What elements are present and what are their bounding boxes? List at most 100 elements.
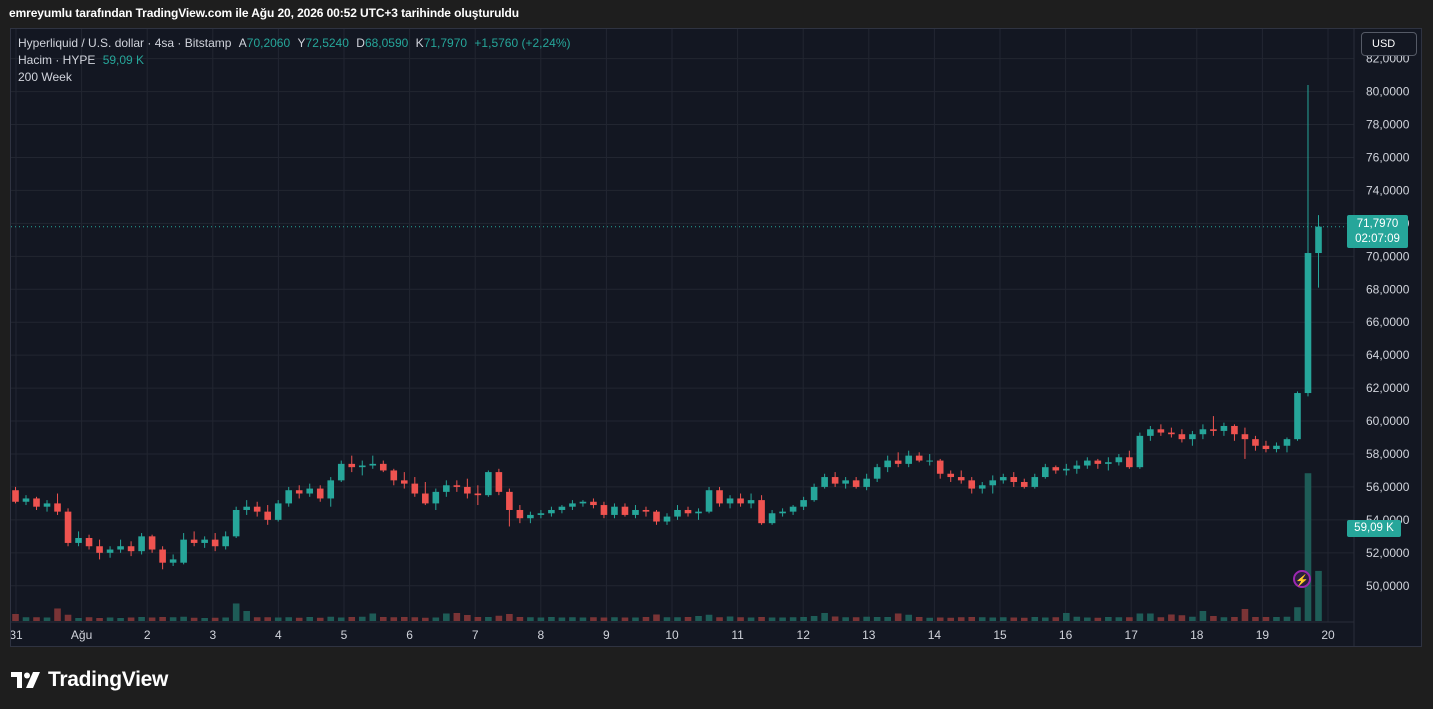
volume-bar: [1031, 616, 1039, 621]
volume-bar: [148, 617, 156, 621]
candle-body: [1273, 445, 1280, 450]
candle-body: [12, 490, 19, 502]
candle-body: [800, 500, 807, 507]
candle-body: [358, 465, 366, 468]
volume-bar: [390, 617, 398, 621]
volume-bar: [684, 616, 692, 621]
last-price-badge: 71,7970 02:07:09: [1347, 215, 1408, 248]
price-chart[interactable]: 82,000080,000078,000076,000074,000072,00…: [11, 29, 1422, 647]
y-tick-label: 74,0000: [1366, 183, 1410, 197]
candle-body: [264, 511, 271, 520]
candle-body: [485, 472, 492, 496]
y-tick-label: 62,0000: [1366, 381, 1410, 395]
candle-body: [495, 472, 503, 492]
candle-body: [369, 463, 377, 466]
indicator-legend-row[interactable]: 200 Week: [18, 69, 571, 86]
candle-body: [695, 511, 702, 514]
candle-body: [810, 486, 818, 501]
candle-body: [1105, 462, 1112, 464]
x-tick-label: 14: [928, 628, 942, 642]
x-tick-label: Ağu: [71, 628, 92, 642]
volume-bar: [306, 616, 314, 621]
volume-bar: [1147, 613, 1154, 621]
volume-bar: [558, 617, 566, 621]
candle-body: [1315, 226, 1322, 254]
volume-bar: [989, 617, 997, 621]
volume-bar: [537, 617, 545, 621]
candle-body: [1041, 467, 1049, 478]
candle-body: [768, 513, 776, 524]
currency-button[interactable]: USD: [1361, 32, 1417, 56]
candle-body: [726, 498, 734, 504]
volume-label: Hacim · HYPE: [18, 53, 96, 67]
volume-bar: [222, 617, 229, 621]
candle-body: [190, 539, 198, 543]
lightning-icon[interactable]: ⚡: [1293, 570, 1311, 588]
candle-body: [737, 498, 744, 504]
y-tick-label: 50,0000: [1366, 579, 1410, 593]
volume-bar: [1063, 612, 1070, 621]
candle-body: [747, 500, 755, 504]
x-tick-label: 13: [862, 628, 876, 642]
candle-body: [611, 506, 618, 515]
candle-body: [54, 503, 61, 512]
volume-bar: [201, 617, 208, 621]
symbol-description[interactable]: Hyperliquid / U.S. dollar · 4sa · Bitsta…: [18, 36, 232, 50]
volume-bar: [957, 617, 965, 621]
candle-body: [464, 486, 471, 494]
volume-bar: [768, 617, 776, 621]
volume-bar: [43, 617, 51, 621]
x-tick-label: 10: [665, 628, 679, 642]
volume-bar: [579, 617, 587, 621]
candle-body: [306, 488, 314, 494]
candle-body: [590, 501, 597, 506]
candle-body: [548, 509, 555, 514]
volume-bar: [1199, 610, 1207, 621]
bar-countdown: 02:07:09: [1355, 233, 1400, 245]
candle-body: [999, 477, 1007, 481]
volume-bar: [653, 614, 660, 621]
volume-bar: [978, 617, 986, 621]
candle-body: [1294, 393, 1301, 440]
volume-bar: [621, 617, 629, 621]
volume-bar: [369, 613, 377, 621]
volume-bar: [422, 617, 429, 621]
y-tick-label: 80,0000: [1366, 85, 1410, 99]
candle-body: [432, 491, 440, 504]
volume-bar: [1283, 616, 1291, 621]
volume-bar: [999, 617, 1007, 621]
candle-body: [159, 549, 166, 563]
low-value: 68,0590: [364, 36, 409, 50]
chart-pane[interactable]: 82,000080,000078,000076,000074,000072,00…: [10, 28, 1422, 647]
y-tick-label: 78,0000: [1366, 118, 1410, 132]
x-tick-label: 2: [144, 628, 151, 642]
volume-bar: [432, 617, 440, 621]
candle-body: [705, 490, 713, 512]
volume-bar: [1115, 617, 1123, 621]
volume-bar: [54, 608, 61, 621]
candle-body: [411, 483, 419, 494]
candle-body: [169, 559, 177, 563]
candle-body: [1052, 467, 1060, 471]
candle-body: [863, 478, 870, 487]
y-tick-label: 52,0000: [1366, 546, 1410, 560]
volume-bar: [1220, 617, 1228, 621]
volume-bar: [915, 616, 923, 621]
volume-bar: [1073, 616, 1081, 621]
volume-bar: [758, 616, 765, 621]
x-tick-label: 15: [993, 628, 1007, 642]
candle-body: [989, 480, 997, 486]
candle-body: [1020, 481, 1028, 487]
volume-bar: [159, 616, 166, 621]
candle-body: [1084, 460, 1091, 466]
volume-bar: [85, 617, 93, 621]
volume-bar: [1210, 615, 1217, 621]
candle-body: [873, 467, 881, 479]
candle-body: [915, 455, 923, 461]
volume-bar: [779, 617, 786, 621]
candle-body: [947, 473, 955, 478]
candle-body: [64, 511, 72, 543]
volume-bar: [22, 617, 30, 621]
volume-legend-row[interactable]: Hacim · HYPE 59,09 K: [18, 52, 571, 69]
open-label: A: [238, 36, 247, 50]
